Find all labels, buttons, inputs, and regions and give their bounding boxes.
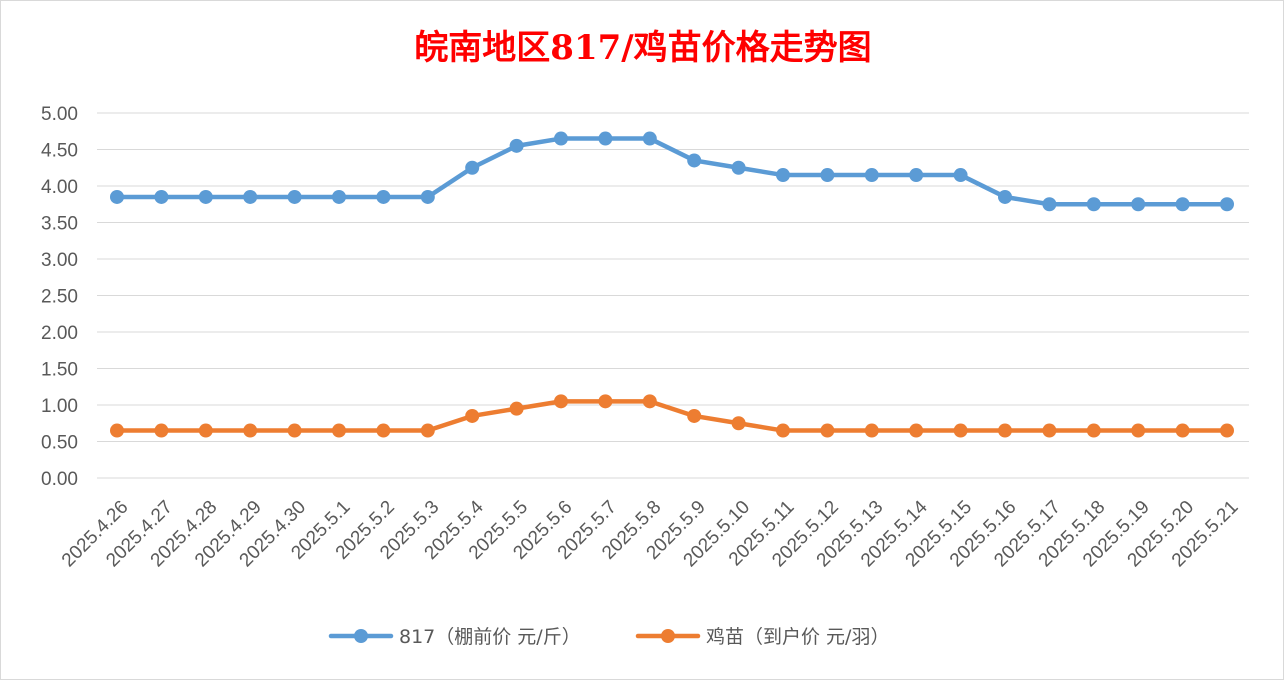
series-1 xyxy=(110,131,1234,212)
data-point xyxy=(509,138,524,153)
data-point xyxy=(598,394,613,409)
series-line xyxy=(114,136,1230,207)
legend-label: 鸡苗（到户价 元/羽） xyxy=(706,626,889,648)
data-point xyxy=(998,189,1012,204)
data-point xyxy=(287,189,302,204)
legend-item: 817（棚前价 元/斤） xyxy=(328,626,581,648)
data-point xyxy=(243,189,258,204)
y-tick-label: 3.50 xyxy=(41,214,78,235)
legend-item: 鸡苗（到户价 元/羽） xyxy=(635,626,889,648)
y-axis-ticks: 0.00 0.50 1.00 1.50 2.00 2.50 3.00 3.50 4.00 4.50… xyxy=(41,104,78,490)
data-point xyxy=(376,189,391,204)
data-point xyxy=(420,423,435,438)
series-layer xyxy=(110,131,1234,438)
data-point xyxy=(909,168,924,183)
data-point xyxy=(1086,423,1101,438)
data-point xyxy=(1175,197,1190,212)
y-tick-label: 4.00 xyxy=(41,177,78,198)
data-point xyxy=(198,189,213,204)
data-point xyxy=(953,423,968,438)
data-point xyxy=(332,423,346,438)
data-point xyxy=(1131,423,1146,438)
y-tick-label: 0.00 xyxy=(41,469,78,490)
data-point xyxy=(1131,197,1146,212)
data-point xyxy=(776,423,790,438)
y-tick-label: 3.00 xyxy=(41,250,78,271)
data-point xyxy=(776,168,790,183)
data-point xyxy=(642,131,657,146)
y-tick-label: 5.00 xyxy=(41,104,78,125)
y-tick-label: 1.00 xyxy=(41,396,78,417)
data-point xyxy=(554,131,568,146)
data-point xyxy=(864,423,879,438)
y-tick-label: 2.50 xyxy=(41,287,78,308)
x-axis-ticks: 2025.4.262025.4.272025.4.282025.4.292025… xyxy=(58,496,1243,571)
data-point xyxy=(1086,197,1101,212)
legend-swatch-marker xyxy=(661,629,675,643)
data-point xyxy=(909,423,924,438)
data-point xyxy=(687,408,702,423)
data-point xyxy=(1042,197,1057,212)
data-point xyxy=(420,189,435,204)
data-point xyxy=(1220,423,1234,438)
data-point xyxy=(110,423,124,438)
data-point xyxy=(465,408,480,423)
legend-label: 817（棚前价 元/斤） xyxy=(399,626,581,648)
y-tick-label: 0.50 xyxy=(41,433,78,454)
data-point xyxy=(243,423,258,438)
data-point xyxy=(1175,423,1190,438)
data-point xyxy=(598,131,613,146)
gridlines xyxy=(97,112,1249,479)
data-point xyxy=(687,153,702,168)
chart-title: 皖南地区817/鸡苗价格走势图 xyxy=(414,28,871,68)
series-line xyxy=(114,399,1230,433)
data-point xyxy=(953,168,968,183)
data-point xyxy=(465,160,480,175)
data-point xyxy=(154,189,169,204)
data-point xyxy=(198,423,213,438)
data-point xyxy=(642,394,657,409)
data-point xyxy=(731,160,746,175)
data-point xyxy=(287,423,302,438)
y-tick-label: 1.50 xyxy=(41,360,78,381)
data-point xyxy=(1042,423,1057,438)
data-point xyxy=(820,423,835,438)
data-point xyxy=(110,189,124,204)
data-point xyxy=(376,423,391,438)
legend: 817（棚前价 元/斤） 鸡苗（到户价 元/羽） xyxy=(328,626,889,648)
data-point xyxy=(864,168,879,183)
data-point xyxy=(820,168,835,183)
series-2 xyxy=(110,394,1234,438)
y-tick-label: 2.00 xyxy=(41,323,78,344)
y-tick-label: 4.50 xyxy=(41,141,78,162)
data-point xyxy=(731,416,746,431)
data-point xyxy=(154,423,169,438)
data-point xyxy=(332,189,346,204)
data-point xyxy=(509,401,524,416)
data-point xyxy=(998,423,1012,438)
data-point xyxy=(1220,197,1234,212)
data-point xyxy=(554,394,568,409)
legend-swatch-marker xyxy=(354,629,368,643)
